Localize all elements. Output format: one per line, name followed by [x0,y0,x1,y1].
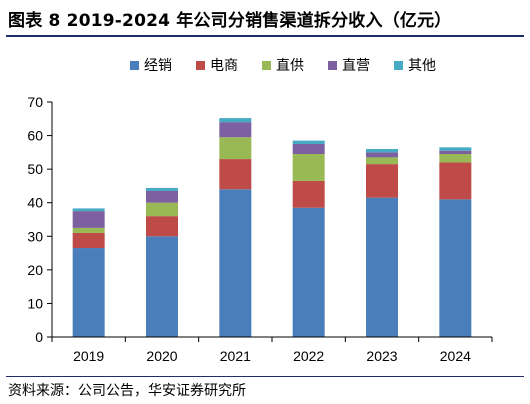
y-tick-label: 40 [27,195,43,211]
bars [72,118,472,337]
bar-segment [72,211,105,228]
bar-segment [439,154,472,163]
bar-segment [292,143,325,155]
bar-segment [219,137,252,160]
bar-segment [72,248,105,337]
y-tick-label: 20 [27,262,43,278]
legend-swatch [394,61,403,70]
bar-segment [439,162,472,200]
legend-label: 直供 [276,57,304,74]
bar-segment [366,197,398,337]
legend-item: 直供 [262,57,304,74]
bar-segment [292,140,325,144]
bar-segment [146,187,178,191]
x-tick-label: 2022 [293,348,324,364]
y-tick-label: 50 [27,161,43,177]
bar-segment [292,207,325,337]
bar-segment [292,154,325,181]
bar-segment [366,149,398,153]
bar-segment [439,199,472,337]
legend-item: 直营 [328,57,370,74]
y-tick-label: 10 [27,295,43,311]
x-tick-label: 2024 [440,348,471,364]
bar-segment [146,190,178,203]
y-tick-label: 60 [27,128,43,144]
legend-swatch [196,61,205,70]
legend-item: 电商 [196,58,238,74]
bar-segment [366,152,398,158]
bar-segment [439,150,472,155]
legend-label: 经销 [144,58,172,74]
bar-segment [146,236,178,337]
y-tick-label: 30 [27,228,43,244]
legend-swatch [130,61,139,70]
bar-segment [146,202,178,217]
y-tick-label: 70 [27,94,43,110]
bar-segment [72,232,105,249]
legend-item: 其他 [394,58,436,74]
bar-segment [219,118,252,123]
bar-segment [146,216,178,237]
x-tick-label: 2023 [366,348,397,364]
bar-segment [72,227,105,233]
bar-segment [219,122,252,138]
chart-title: 图表 8 2019-2024 年公司分销售渠道拆分收入（亿元） [8,11,452,31]
x-tick-label: 2020 [146,348,177,364]
legend-swatch [262,61,271,70]
axes: 0 10 20 30 40 50 60 70 2019 2020 2021 2022 2023 2024 [27,94,493,364]
source-divider [6,376,524,377]
legend-label: 电商 [210,58,238,74]
bar-segment [219,189,252,337]
bar-segment [366,164,398,198]
bar-segment [219,159,252,190]
bar-segment [366,157,398,165]
legend: 经销 电商 直供 直营 其他 [130,57,436,74]
legend-item: 经销 [130,58,172,74]
source-note: 资料来源：公司公告，华安证券研究所 [8,383,246,399]
legend-label: 直营 [342,57,370,74]
x-tick-label: 2019 [73,348,104,364]
bar-segment [292,180,325,208]
bar-segment [72,208,105,212]
y-tick-label: 0 [35,329,43,345]
bar-segment [439,147,472,151]
x-tick-label: 2021 [220,348,251,364]
legend-swatch [328,61,337,70]
legend-label: 其他 [408,58,436,74]
title-divider [6,35,524,37]
